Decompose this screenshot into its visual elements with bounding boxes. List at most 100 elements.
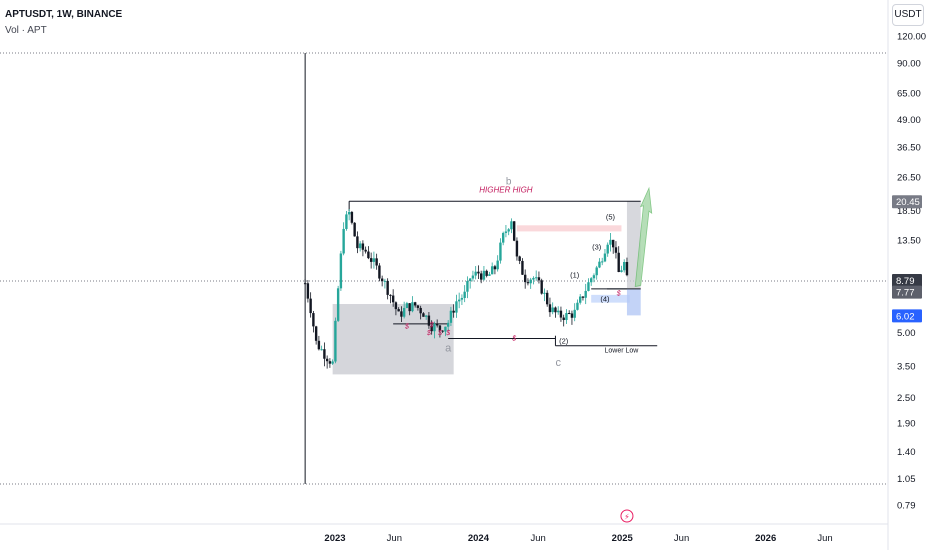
candle-body: [609, 239, 612, 245]
candle-body: [490, 266, 494, 275]
liquidity-sweep-mark: $: [426, 330, 431, 337]
candle-body: [378, 265, 381, 279]
candle-body: [413, 302, 417, 306]
candle-body: [455, 301, 458, 313]
y-tick-label: 1.40: [897, 447, 916, 458]
candle-body: [512, 221, 516, 241]
x-tick-label: 2023: [324, 533, 345, 544]
candle-body: [345, 214, 348, 229]
y-tick-label: 2.50: [897, 393, 916, 404]
wave-c-label: c: [555, 357, 561, 369]
candle-body: [485, 270, 488, 276]
candle-body: [589, 278, 593, 283]
wave4-zone-box: [591, 294, 630, 303]
x-tick-label: 2024: [468, 533, 490, 544]
candle-body: [625, 262, 629, 276]
volume-legend: Vol · APT: [5, 25, 47, 36]
candle-body: [427, 315, 431, 326]
candle-body: [474, 271, 477, 276]
badge-mid: 7.77: [896, 288, 915, 299]
candle-body: [565, 313, 568, 321]
candle-body: [556, 310, 560, 313]
candle-body: [496, 260, 499, 270]
candle-body: [342, 228, 345, 254]
candle-body: [518, 256, 521, 261]
wave-count-label: (4): [600, 294, 610, 303]
y-tick-label: 120.00: [897, 32, 926, 43]
candle-body: [482, 270, 486, 280]
candle-body: [317, 340, 321, 350]
candle-body: [529, 279, 532, 284]
x-tick-label: Jun: [530, 533, 545, 544]
candle-body: [325, 358, 329, 362]
candle-body: [551, 307, 554, 313]
candle-body: [372, 258, 376, 262]
candle-body: [364, 249, 367, 252]
candle-body: [334, 320, 337, 362]
candle-body: [601, 261, 604, 263]
candle-body: [501, 232, 505, 243]
candle-body: [510, 221, 513, 230]
candle-body: [328, 361, 332, 364]
candle-body: [452, 310, 455, 313]
candle-body: [587, 282, 590, 291]
candle-body: [356, 236, 359, 249]
wave-count-label: (2): [559, 337, 569, 346]
y-tick-label: 90.00: [897, 58, 921, 69]
candle-body: [320, 349, 323, 351]
candle-body: [493, 266, 497, 270]
wave-b-label: b: [506, 176, 512, 187]
candle-body: [386, 280, 389, 295]
currency-button[interactable]: USDT: [892, 4, 924, 26]
wave-a-label: a: [445, 342, 452, 354]
candle-body: [623, 262, 626, 271]
candle-body: [612, 239, 615, 248]
candle-body: [408, 303, 411, 312]
candle-body: [416, 305, 420, 308]
candle-body: [526, 282, 530, 284]
candle-body: [570, 313, 574, 318]
candle-body: [523, 274, 527, 283]
candle-body: [306, 283, 310, 299]
higher-high-label: HIGHER HIGH: [479, 185, 533, 194]
candle-body: [438, 325, 442, 331]
candle-body: [545, 292, 549, 305]
symbol-title: APTUSDT, 1W, BINANCE: [5, 9, 123, 20]
candle-body: [309, 298, 312, 314]
y-tick-label: 65.00: [897, 89, 921, 100]
candle-body: [347, 211, 351, 215]
projection-arrow: [634, 186, 653, 288]
candle-body: [584, 290, 587, 298]
candle-body: [339, 253, 343, 289]
candle-body: [375, 258, 378, 266]
badge-target: 20.45: [896, 197, 920, 208]
candle-body: [391, 295, 395, 303]
candle-body: [573, 309, 576, 318]
candle-body: [515, 240, 519, 257]
candle-body: [463, 291, 466, 298]
y-tick-label: 3.50: [897, 362, 916, 373]
candle-body: [595, 267, 598, 276]
liquidity-sweep-mark: $: [616, 290, 621, 297]
badge-target-bg: [892, 195, 922, 209]
candle-body: [444, 326, 447, 332]
candle-body: [361, 243, 365, 250]
candle-body: [336, 288, 340, 321]
candle-body: [312, 313, 315, 327]
badge-stop: 6.02: [896, 311, 915, 322]
candle-body: [369, 258, 373, 262]
candle-body: [400, 311, 403, 317]
y-tick-label: 49.00: [897, 115, 921, 126]
y-tick-label: 36.50: [897, 143, 921, 154]
long-stop-zone: [626, 288, 641, 316]
candle-body: [424, 315, 428, 317]
candle-body: [433, 324, 436, 332]
candle-body: [614, 247, 618, 253]
y-tick-label: 1.05: [897, 474, 916, 485]
y-tick-label: 26.50: [897, 173, 921, 184]
candle-body: [402, 307, 406, 317]
candle-body: [479, 273, 483, 280]
candle-body: [499, 242, 502, 261]
candle-body: [534, 277, 538, 279]
